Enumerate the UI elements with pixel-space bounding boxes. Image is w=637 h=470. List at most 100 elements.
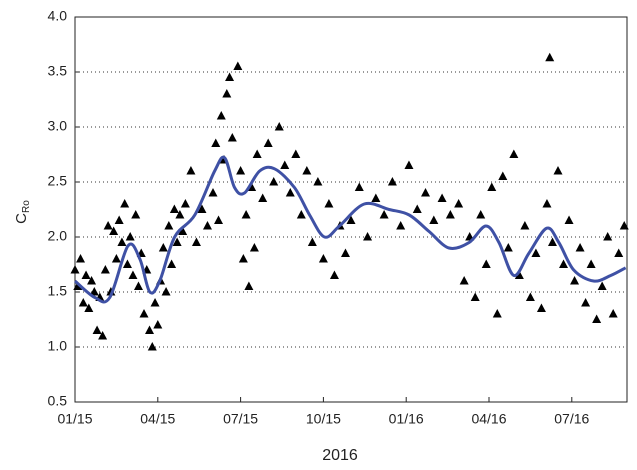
- data-point: [178, 226, 188, 235]
- data-point: [525, 292, 535, 301]
- data-point: [191, 237, 201, 246]
- data-point: [238, 254, 248, 263]
- data-point: [269, 177, 279, 186]
- data-point: [437, 193, 447, 202]
- data-point: [244, 281, 254, 290]
- x-axis-label: 2016: [322, 447, 358, 464]
- data-point: [222, 89, 232, 98]
- data-point: [197, 204, 207, 213]
- x-tick-label: 10/15: [306, 411, 341, 427]
- data-point: [175, 210, 185, 219]
- data-point: [241, 210, 251, 219]
- y-tick-label: 2.0: [48, 228, 68, 244]
- data-point: [307, 237, 317, 246]
- x-tick-label: 01/16: [389, 411, 424, 427]
- data-point: [487, 182, 497, 191]
- data-point: [76, 254, 86, 263]
- data-point: [169, 204, 179, 213]
- data-point: [454, 199, 464, 208]
- data-point: [208, 188, 218, 197]
- data-point: [125, 232, 135, 241]
- data-point: [216, 111, 226, 120]
- data-point: [412, 204, 422, 213]
- data-point: [202, 221, 212, 230]
- data-point: [404, 160, 414, 169]
- data-point: [280, 160, 290, 169]
- data-point: [559, 259, 569, 268]
- x-tick-label: 07/16: [554, 411, 589, 427]
- data-point: [263, 138, 273, 147]
- data-point: [84, 303, 94, 312]
- data-point: [214, 215, 224, 224]
- data-point: [542, 199, 552, 208]
- data-point: [70, 265, 80, 274]
- y-tick-label: 4.0: [48, 8, 68, 24]
- data-point: [481, 259, 491, 268]
- x-tick-label: 04/15: [140, 411, 175, 427]
- data-point: [131, 210, 141, 219]
- data-point: [329, 270, 339, 279]
- data-point: [117, 237, 127, 246]
- data-point: [318, 254, 328, 263]
- data-point: [429, 215, 439, 224]
- data-point: [145, 325, 155, 334]
- data-point: [100, 265, 110, 274]
- data-point: [354, 182, 364, 191]
- data-point: [153, 320, 163, 329]
- data-point: [120, 199, 130, 208]
- data-point: [396, 221, 406, 230]
- data-point: [324, 199, 334, 208]
- data-point: [249, 243, 259, 252]
- data-point: [92, 325, 102, 334]
- data-point: [227, 133, 237, 142]
- data-point: [147, 342, 157, 351]
- y-axis-label-main: C: [13, 213, 30, 224]
- y-tick-label: 1.0: [48, 338, 68, 354]
- data-point: [114, 215, 124, 224]
- data-point: [603, 232, 613, 241]
- data-point: [103, 221, 113, 230]
- data-point: [503, 243, 513, 252]
- data-point: [614, 248, 624, 257]
- data-point: [536, 303, 546, 312]
- data-point: [387, 177, 397, 186]
- y-tick-label: 3.5: [48, 63, 68, 79]
- data-point: [445, 210, 455, 219]
- data-point: [78, 298, 88, 307]
- data-point: [150, 298, 160, 307]
- y-tick-label: 2.5: [48, 173, 68, 189]
- data-point: [186, 166, 196, 175]
- data-point: [346, 215, 356, 224]
- data-point: [211, 138, 221, 147]
- data-point: [109, 226, 119, 235]
- data-point: [459, 276, 469, 285]
- data-point: [164, 221, 174, 230]
- data-point: [545, 52, 555, 62]
- data-point: [570, 276, 580, 285]
- y-axis-label-sub: Ro: [21, 200, 32, 213]
- data-point: [296, 210, 306, 219]
- data-point: [258, 193, 268, 202]
- data-point: [128, 270, 138, 279]
- trend-line: [74, 155, 627, 304]
- data-point: [172, 237, 182, 246]
- data-point: [98, 331, 108, 340]
- y-tick-label: 1.5: [48, 283, 68, 299]
- data-point: [520, 221, 530, 230]
- data-point: [236, 166, 246, 175]
- data-point: [597, 281, 607, 290]
- data-point: [122, 259, 132, 268]
- y-tick-label: 3.0: [48, 118, 68, 134]
- data-point: [470, 292, 480, 301]
- data-point: [421, 188, 431, 197]
- data-point: [379, 210, 389, 219]
- data-point: [592, 314, 602, 323]
- y-axis-label: CRo: [13, 200, 32, 224]
- data-point: [586, 259, 596, 268]
- data-point: [581, 298, 591, 307]
- data-point: [167, 259, 177, 268]
- data-point: [285, 188, 295, 197]
- data-point: [564, 215, 574, 224]
- data-point: [371, 193, 381, 202]
- x-tick-label: 07/15: [223, 411, 258, 427]
